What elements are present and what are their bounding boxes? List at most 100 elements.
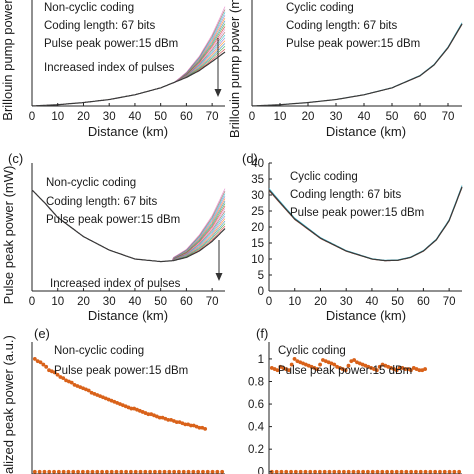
panel-e-data-point: [69, 380, 74, 385]
panel-a-annotation-2: Coding length: 67 bits: [44, 20, 155, 32]
panel-c-x-tick-label: 40: [129, 296, 142, 308]
panel-d-y-tick-label: 10: [251, 254, 264, 266]
panel-e-zero-point: [37, 469, 42, 474]
panel-a-x-tick-label: 50: [154, 111, 167, 123]
panel-c-x-ticks: 0 10 20 30 40 50 60 70: [29, 288, 219, 308]
panel-f-annotation-1: Cyclic coding: [278, 345, 346, 357]
panel-f-data-point: [352, 358, 357, 362]
panel-c-x-tick-label: 60: [180, 296, 193, 308]
panel-b-x-tick-label: 50: [386, 111, 399, 123]
panel-e-zero-point: [210, 469, 215, 474]
panel-c-x-tick-label: 0: [29, 296, 35, 308]
panel-e-data-point: [166, 417, 171, 422]
panel-f-data-point: [343, 368, 348, 373]
panel-f-data-point: [409, 368, 413, 373]
panel-e-zero-point: [109, 469, 114, 474]
panel-e-zero-point: [47, 469, 52, 474]
panel-f-zero-point: [452, 469, 457, 474]
panel-e-data-point: [86, 388, 91, 393]
panel-f-points: [269, 357, 462, 474]
panel-d-x-tick-label: 30: [340, 296, 353, 308]
panel-b-x-tick-label: 70: [442, 111, 455, 123]
panel-d-y-tick-label: 25: [251, 206, 264, 218]
panel-f-data-point: [403, 367, 408, 371]
panel-c-y-label: Pulse peak power (mW): [1, 166, 16, 305]
panel-e-annotation-1: Non-cyclic coding: [54, 345, 144, 357]
panel-f-zero-point: [370, 469, 375, 474]
panel-b-x-ticks: 0 10 20 30 40 50 60 70: [249, 103, 455, 123]
panel-a: 0 10 20 30 40 50 60 70 Non-cyclic coding Coding…: [0, 0, 226, 139]
panel-a-annotation-1: Non-cyclic coding: [44, 2, 134, 14]
panel-d-x-tick-label: 50: [391, 296, 404, 308]
panel-d-y-ticks: 0 5 10 15 20 25 30 35 40: [251, 158, 272, 298]
panel-f-zero-point: [409, 469, 414, 474]
panel-a-series-line: [31, 46, 226, 107]
panel-e-data-point: [41, 362, 46, 367]
panel-d-annotation-2: Coding length: 67 bits: [290, 189, 401, 201]
panel-f-data-point: [275, 368, 280, 373]
panel-b-series-line: [251, 24, 463, 107]
panel-e-data-point: [55, 372, 60, 377]
panel-c-annotation-2: Coding length: 67 bits: [46, 196, 157, 208]
panel-f-data-point: [318, 362, 322, 367]
panel-e-zero-point: [153, 469, 157, 474]
panel-e-data-point: [44, 364, 49, 369]
panel-f-zero-point: [442, 469, 447, 474]
panel-e-data-point: [189, 423, 193, 428]
panel-b-x-tick-label: 40: [358, 111, 371, 123]
panel-f: (f) 0 0.2 0.4 0.6 0.8 1 Cyclic coding Pulse p…: [248, 326, 462, 474]
panel-c-annotation-3: Pulse peak power:15 dBm: [46, 214, 180, 226]
panel-f-zero-point: [356, 469, 361, 474]
panel-f-zero-point: [317, 469, 322, 474]
panel-f-zero-point: [375, 469, 380, 474]
panel-b-x-tick-label: 0: [249, 111, 255, 123]
panel-d-y-tick-label: 15: [251, 238, 264, 250]
panel-d-y-tick-label: 30: [251, 190, 264, 202]
panel-f-y-tick-label: 0.6: [248, 399, 264, 411]
panel-a-annotation-3: Pulse peak power:15 dBm: [44, 38, 178, 50]
panel-f-zero-point: [289, 469, 293, 474]
panel-e-zero-point: [162, 469, 167, 474]
panel-b-series-line: [251, 22, 463, 107]
panel-a-x-tick-label: 40: [129, 111, 142, 123]
panel-c-arrow: [215, 240, 223, 281]
panel-b-curve-fan: [251, 22, 463, 107]
panel-f-zero-point: [399, 469, 404, 474]
panel-e-zero-point: [85, 469, 90, 474]
panel-f-zero-point: [418, 469, 423, 474]
panel-e-zero-point: [95, 469, 100, 474]
panel-f-zero-point: [274, 469, 279, 474]
panel-a-annotation-4: Increased index of pulses: [44, 62, 175, 74]
panel-e-zero-point: [177, 469, 181, 474]
panel-c-annotation-1: Non-cyclic coding: [46, 177, 136, 189]
panel-e-zero-point: [104, 469, 109, 474]
panel-e-y-label: malized peak power (a.u.): [1, 335, 16, 474]
panel-f-y-ticks: 0 0.2 0.4 0.6 0.8 1: [248, 354, 272, 474]
panel-f-zero-point: [303, 469, 308, 474]
panel-b-curve: [251, 23, 463, 107]
panel-d-y-tick-label: 0: [258, 286, 264, 298]
panel-a-series-line: [31, 43, 226, 107]
panel-f-zero-point: [428, 469, 433, 474]
panel-d-y-tick-label: 5: [258, 270, 264, 282]
panel-f-y-tick-label: 1: [258, 354, 264, 366]
panel-d-y-tick-label: 40: [251, 158, 264, 170]
panel-f-zero-point: [351, 469, 356, 474]
panel-e-zero-point: [124, 469, 128, 474]
panel-f-label: (f): [256, 326, 268, 341]
panel-e-zero-point: [76, 469, 80, 474]
panel-e-data-point: [38, 360, 43, 365]
panel-e-data-point: [174, 420, 179, 425]
panel-c-x-tick-label: 70: [206, 296, 219, 308]
panel-e-zero-point: [119, 469, 124, 474]
panel-e-data-point: [183, 422, 188, 427]
panel-e-zero-point: [42, 469, 47, 474]
panel-f-zero-point: [322, 469, 327, 474]
panel-e-zero-point: [56, 469, 61, 474]
panel-b-x-label: Distance (km): [326, 124, 406, 139]
panel-f-zero-point: [394, 469, 399, 474]
panel-b-x-tick-label: 30: [330, 111, 343, 123]
panel-f-zero-point: [423, 469, 428, 474]
panel-e-zero-point: [138, 469, 143, 474]
panel-d-x-label: Distance (km): [326, 308, 406, 323]
